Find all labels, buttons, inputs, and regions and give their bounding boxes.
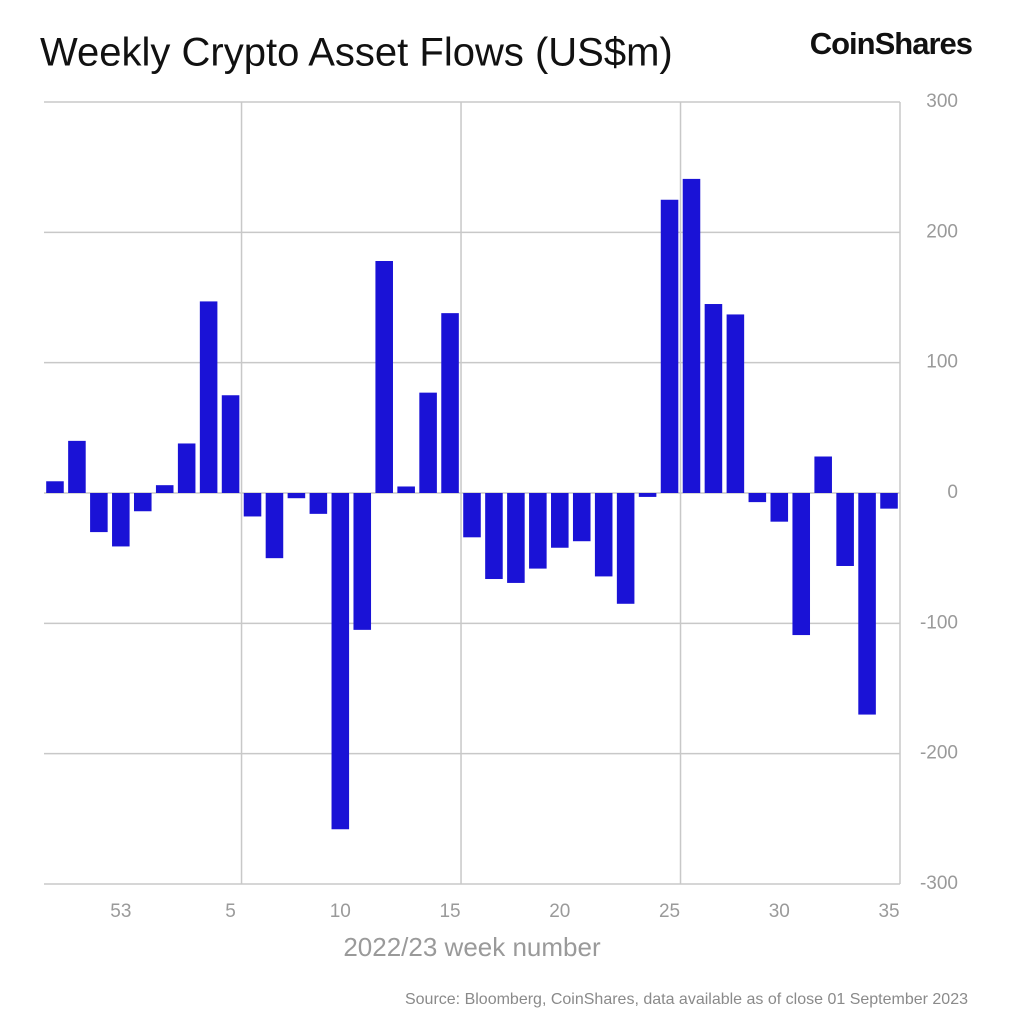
bar <box>177 443 196 493</box>
bar <box>353 493 372 630</box>
bar <box>199 301 218 493</box>
x-tick-label: 20 <box>549 901 570 922</box>
chart-title: Weekly Crypto Asset Flows (US$m) <box>40 31 673 75</box>
bar <box>814 456 832 493</box>
bar <box>485 493 503 580</box>
bar <box>46 481 64 493</box>
y-tick-label: -100 <box>920 612 958 633</box>
bar <box>858 493 876 715</box>
bar <box>660 199 679 493</box>
bar <box>529 493 547 569</box>
bar <box>309 493 328 514</box>
bar <box>726 314 745 493</box>
bar <box>616 493 635 604</box>
bar <box>507 493 525 583</box>
bar <box>375 261 393 493</box>
bar <box>155 485 174 493</box>
bar <box>880 493 898 509</box>
x-tick-label: 30 <box>769 901 790 922</box>
x-tick-label: 5 <box>225 901 236 922</box>
bar <box>792 493 811 636</box>
y-tick-label: -300 <box>920 873 958 894</box>
bar <box>704 304 723 493</box>
bar <box>243 493 262 517</box>
bar <box>638 493 657 497</box>
bar <box>770 493 789 522</box>
bar <box>331 493 350 830</box>
bar <box>594 493 613 577</box>
x-tick-label: 25 <box>659 901 680 922</box>
bar <box>90 493 108 533</box>
bar <box>441 313 459 493</box>
bar <box>572 493 591 542</box>
y-tick-label: 0 <box>947 482 958 503</box>
bar <box>287 493 306 499</box>
y-tick-label: 200 <box>926 221 958 242</box>
bar <box>221 395 240 493</box>
x-tick-label: 15 <box>439 901 460 922</box>
bar <box>133 493 152 512</box>
bar <box>836 493 854 566</box>
x-axis-label: 2022/23 week number <box>343 932 601 962</box>
bar <box>463 493 481 538</box>
bar <box>112 493 130 547</box>
x-tick-label: 10 <box>330 901 351 922</box>
x-tick-label: 35 <box>878 901 899 922</box>
x-tick-label: 53 <box>110 901 131 922</box>
bar <box>748 493 767 503</box>
y-tick-label: -200 <box>920 743 958 764</box>
y-tick-label: 300 <box>926 91 958 112</box>
logo: CoinShares <box>810 26 972 61</box>
source-note: Source: Bloomberg, CoinShares, data avai… <box>405 991 968 1008</box>
bar <box>682 178 701 493</box>
bar <box>551 493 569 548</box>
bar <box>419 392 437 493</box>
y-tick-label: 100 <box>926 352 958 373</box>
bar <box>397 486 415 493</box>
bar <box>265 493 284 559</box>
bar <box>68 440 86 493</box>
